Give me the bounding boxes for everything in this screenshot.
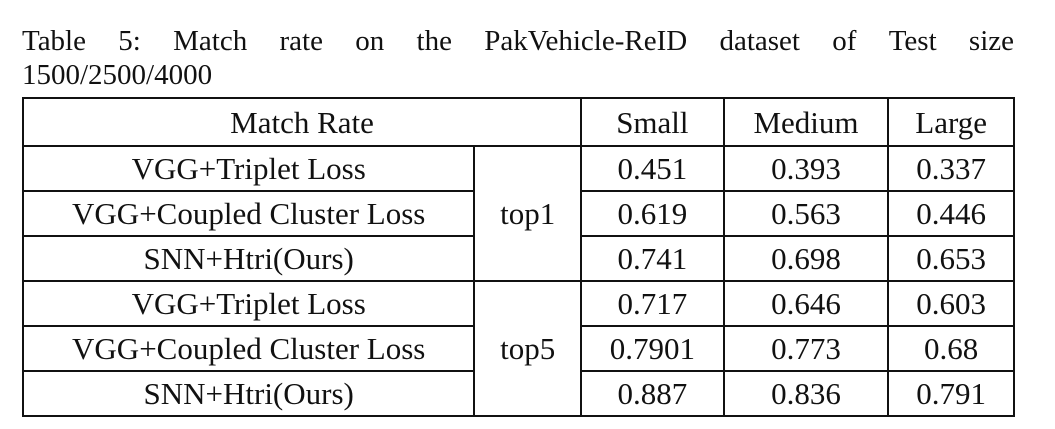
value-small: 0.887 <box>581 371 725 417</box>
value-large: 0.68 <box>888 326 1015 372</box>
table-row: SNN+Htri(Ours) 0.741 0.698 0.653 <box>21 236 1015 282</box>
metric-cell-top1: top1 <box>474 146 583 282</box>
caption-line-1: Table 5: Match rate on the PakVehicle-Re… <box>22 24 1014 58</box>
header-small: Small <box>581 97 725 147</box>
caption-word: rate <box>279 25 323 57</box>
header-match-rate: Match Rate <box>21 97 583 147</box>
value-medium: 0.646 <box>723 281 890 327</box>
header-row: Match Rate Small Medium Large <box>21 97 1015 147</box>
caption-word: size <box>968 25 1014 57</box>
value-large: 0.337 <box>888 146 1015 192</box>
value-large: 0.446 <box>888 191 1015 237</box>
table-row: VGG+Triplet Loss top5 0.717 0.646 0.603 <box>21 281 1015 417</box>
caption-word: Table <box>22 25 86 57</box>
table-row: VGG+Coupled Cluster Loss 0.619 0.563 0.4… <box>21 191 1015 237</box>
value-small: 0.717 <box>581 281 725 327</box>
table-row: VGG+Coupled Cluster Loss 0.7901 0.773 0.… <box>21 326 1015 372</box>
method-cell: VGG+Coupled Cluster Loss <box>21 326 476 372</box>
value-small: 0.451 <box>581 146 725 192</box>
value-small: 0.7901 <box>581 326 725 372</box>
value-large: 0.603 <box>888 281 1015 327</box>
value-small: 0.619 <box>581 191 725 237</box>
value-medium: 0.773 <box>723 326 890 372</box>
header-medium: Medium <box>723 97 890 147</box>
caption-word: Test <box>888 25 937 57</box>
table-row: VGG+Triplet Loss top1 0.451 0.393 0.337 <box>21 146 1015 282</box>
caption-line-2: 1500/2500/4000 <box>22 59 213 91</box>
table-caption: Table 5: Match rate on the PakVehicle-Re… <box>22 24 1014 92</box>
method-cell: SNN+Htri(Ours) <box>21 236 476 282</box>
metric-cell-top5: top5 <box>474 281 583 417</box>
method-cell: VGG+Triplet Loss <box>21 146 476 192</box>
caption-word: dataset <box>719 25 800 57</box>
method-cell: SNN+Htri(Ours) <box>21 371 476 417</box>
value-small: 0.741 <box>581 236 725 282</box>
results-table: Match Rate Small Medium Large VGG+Triple… <box>21 97 1015 417</box>
value-medium: 0.698 <box>723 236 890 282</box>
caption-word: of <box>832 25 857 57</box>
caption-word: the <box>416 25 452 57</box>
caption-word: PakVehicle-ReID <box>484 25 688 57</box>
value-medium: 0.563 <box>723 191 890 237</box>
header-large: Large <box>888 97 1015 147</box>
value-medium: 0.836 <box>723 371 890 417</box>
caption-word: 5: <box>118 25 141 57</box>
method-cell: VGG+Triplet Loss <box>21 281 476 327</box>
caption-word: Match <box>173 25 248 57</box>
value-large: 0.791 <box>888 371 1015 417</box>
value-medium: 0.393 <box>723 146 890 192</box>
method-cell: VGG+Coupled Cluster Loss <box>21 191 476 237</box>
caption-word: on <box>355 25 385 57</box>
table-row: SNN+Htri(Ours) 0.887 0.836 0.791 <box>21 371 1015 417</box>
value-large: 0.653 <box>888 236 1015 282</box>
